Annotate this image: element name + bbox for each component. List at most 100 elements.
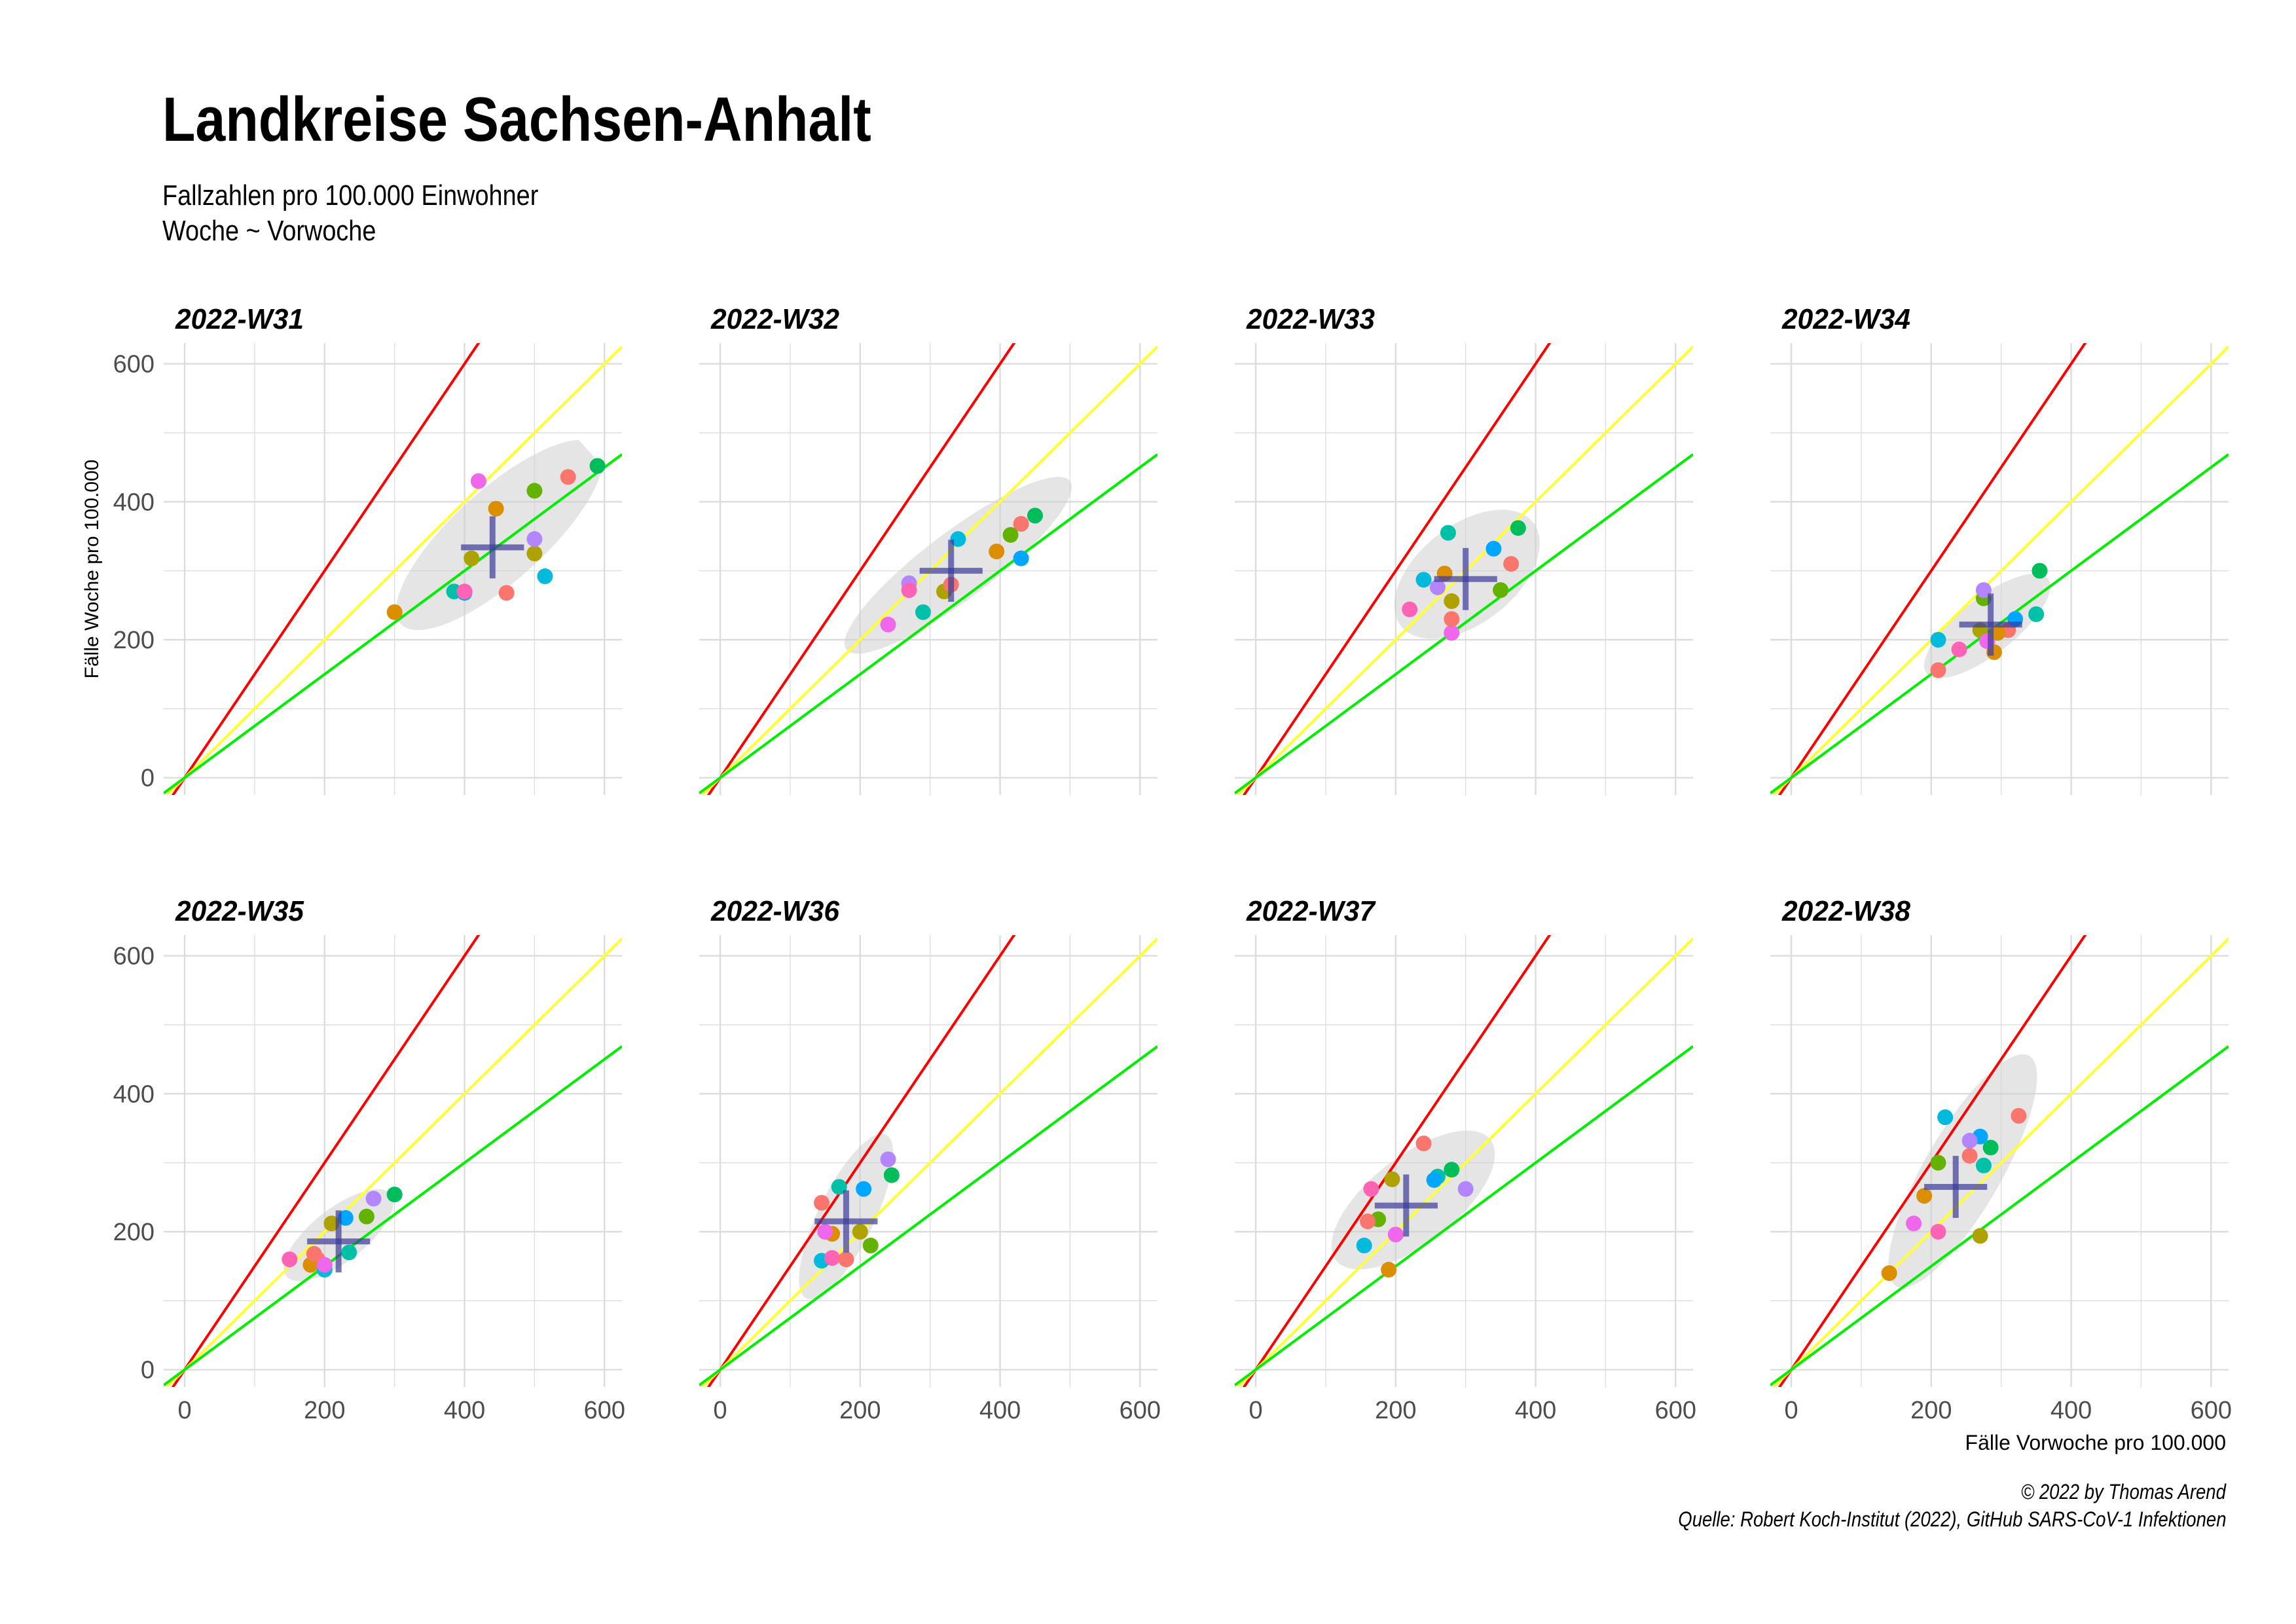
- reference-line-yellow: [1236, 937, 1693, 1387]
- y-tick-label: 600: [113, 351, 155, 378]
- data-point: [1444, 611, 1460, 627]
- confidence-ellipse: [396, 439, 603, 631]
- data-point: [1906, 1215, 1922, 1232]
- data-point: [1972, 1228, 1988, 1244]
- facet-panel-3: 2022-W33: [1235, 303, 1693, 795]
- data-point: [323, 1215, 340, 1232]
- facet-label: 2022-W33: [1246, 303, 1375, 335]
- y-tick-label: 400: [113, 489, 155, 516]
- data-point: [1360, 1213, 1376, 1230]
- y-tick-label: 0: [141, 1357, 155, 1384]
- data-point: [883, 1167, 900, 1183]
- data-point: [915, 604, 931, 620]
- data-point: [1429, 579, 1446, 595]
- data-point: [1982, 1139, 1999, 1156]
- facet-panel-8: 2022-W38 0 200 400 600: [1770, 895, 2232, 1424]
- facet-label: 2022-W38: [1781, 895, 1910, 927]
- x-tick-label: 400: [2050, 1397, 2092, 1424]
- x-tick-label: 0: [1784, 1397, 1798, 1424]
- data-point: [1930, 631, 1946, 648]
- reference-line-green: [699, 1045, 1157, 1386]
- x-tick-label: 600: [1120, 1397, 1161, 1424]
- x-tick-label: 600: [584, 1397, 625, 1424]
- facet-panel-7: 2022-W37 0 200 400 600: [1235, 895, 1696, 1424]
- x-tick-label: 200: [839, 1397, 881, 1424]
- data-point: [2011, 1108, 2027, 1124]
- reference-line-green: [164, 453, 622, 794]
- data-point: [1485, 540, 1502, 557]
- facet-label: 2022-W31: [175, 303, 304, 335]
- chart-title: Landkreise Sachsen-Anhalt: [162, 84, 871, 155]
- grid: [699, 935, 1157, 1387]
- data-point: [901, 582, 917, 599]
- data-point: [1444, 625, 1460, 641]
- x-tick-label: 0: [177, 1397, 191, 1424]
- y-tick-label: 200: [113, 627, 155, 654]
- x-tick-label: 600: [1655, 1397, 1696, 1424]
- data-point: [1384, 1171, 1400, 1187]
- reference-line-red: [1242, 343, 1552, 795]
- reference-line-red: [706, 343, 1016, 795]
- reference-line-red: [1777, 935, 2087, 1387]
- x-tick-label: 400: [444, 1397, 485, 1424]
- caption-source: Quelle: Robert Koch-Institut (2022), Git…: [1677, 1507, 2226, 1531]
- data-point: [1975, 582, 1992, 599]
- data-point: [386, 1187, 403, 1203]
- data-point: [1363, 1181, 1379, 1197]
- data-point: [316, 1257, 333, 1273]
- facet-panel-5: 2022-W35 0 200 400 600 0 200 400 600: [113, 895, 625, 1424]
- data-point: [341, 1244, 357, 1261]
- x-tick-label: 0: [713, 1397, 727, 1424]
- reference-line-red: [171, 343, 481, 795]
- facet-label: 2022-W36: [710, 895, 839, 927]
- grid: [1235, 343, 1693, 795]
- confidence-ellipse: [1888, 1054, 2037, 1288]
- y-tick-label: 400: [113, 1080, 155, 1108]
- data-point: [1930, 1223, 1946, 1240]
- data-point: [1402, 601, 1418, 618]
- facet-label: 2022-W34: [1781, 303, 1910, 335]
- x-tick-label: 400: [979, 1397, 1021, 1424]
- data-point: [1937, 1109, 1954, 1126]
- y-axis-title: Fälle Woche pro 100.000: [81, 460, 103, 679]
- data-point: [856, 1181, 872, 1197]
- grid: [164, 935, 622, 1387]
- data-point: [1930, 1154, 1946, 1171]
- data-point: [470, 473, 486, 489]
- facet-label: 2022-W37: [1246, 895, 1376, 927]
- facet-panel-6: 2022-W36 0 200 400 600: [699, 895, 1161, 1424]
- chart-subtitle-line2: Woche ~ Vorwoche: [162, 215, 376, 247]
- data-point: [1457, 1181, 1474, 1197]
- x-tick-label: 600: [2191, 1397, 2232, 1424]
- facet-panel-4: 2022-W34: [1770, 303, 2229, 795]
- data-point: [560, 469, 576, 485]
- data-point: [1426, 1172, 1442, 1188]
- reference-line-green: [699, 453, 1157, 794]
- data-point: [817, 1223, 833, 1240]
- data-point: [1415, 1135, 1432, 1152]
- data-point: [852, 1223, 868, 1240]
- chart-subtitle-line1: Fallzahlen pro 100.000 Einwohner: [162, 179, 539, 212]
- data-point: [1510, 520, 1526, 536]
- data-point: [831, 1179, 847, 1195]
- y-tick-label: 0: [141, 765, 155, 792]
- data-point: [537, 568, 553, 585]
- data-point: [282, 1251, 298, 1268]
- facet-label: 2022-W32: [710, 303, 839, 335]
- confidence-ellipse: [844, 477, 1072, 654]
- reference-line-green: [1770, 1045, 2229, 1386]
- data-point: [2032, 563, 2048, 579]
- data-point: [365, 1190, 382, 1207]
- reference-line-yellow: [1772, 345, 2229, 795]
- data-point: [1990, 625, 2006, 641]
- data-point: [1881, 1265, 1897, 1282]
- caption-copyright: © 2022 by Thomas Arend: [2021, 1480, 2226, 1504]
- grid: [164, 343, 622, 795]
- data-point: [464, 550, 480, 566]
- data-point: [1387, 1227, 1404, 1243]
- x-tick-label: 400: [1515, 1397, 1556, 1424]
- facet-panel-1: 2022-W31 0 200 400 600: [113, 303, 622, 795]
- reference-line-red: [1242, 935, 1552, 1387]
- data-point: [1381, 1261, 1397, 1278]
- data-point: [1916, 1188, 1933, 1204]
